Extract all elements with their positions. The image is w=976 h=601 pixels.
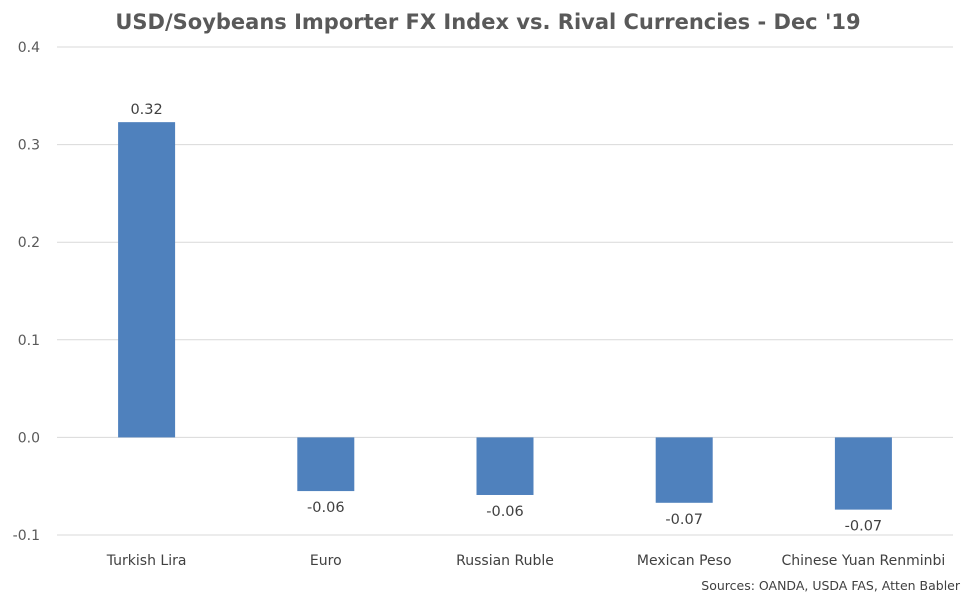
- data-label: -0.07: [845, 519, 883, 535]
- bar: [476, 437, 534, 495]
- y-tick-label: 0.1: [18, 333, 40, 349]
- chart-title: USD/Soybeans Importer FX Index vs. Rival…: [115, 10, 861, 34]
- data-label: -0.07: [665, 512, 703, 528]
- data-label: -0.06: [307, 500, 345, 516]
- chart-source: Sources: OANDA, USDA FAS, Atten Babler: [701, 578, 960, 593]
- y-tick-label: 0.0: [18, 430, 40, 446]
- x-category-label: Russian Ruble: [456, 553, 554, 569]
- bar: [655, 437, 713, 503]
- x-category-label: Mexican Peso: [637, 553, 732, 569]
- bar: [834, 437, 892, 510]
- bar: [118, 122, 176, 438]
- data-label: 0.32: [130, 102, 162, 118]
- x-category-label: Euro: [310, 553, 342, 569]
- y-tick-label: 0.4: [18, 40, 40, 56]
- data-label: -0.06: [486, 504, 524, 520]
- x-category-label: Turkish Lira: [106, 553, 187, 569]
- y-tick-label: -0.1: [13, 528, 40, 544]
- bar: [297, 437, 355, 492]
- y-tick-label: 0.3: [18, 138, 40, 154]
- y-tick-label: 0.2: [18, 235, 40, 251]
- x-category-label: Chinese Yuan Renminbi: [781, 553, 945, 569]
